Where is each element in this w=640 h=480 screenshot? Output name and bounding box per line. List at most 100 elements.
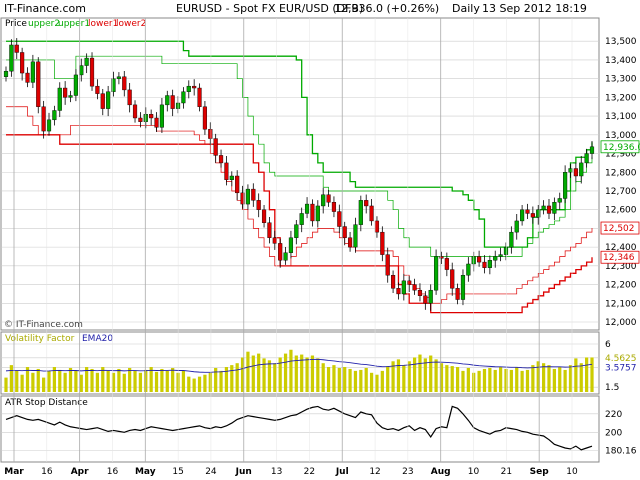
candle-body (563, 172, 568, 199)
volatility-bar (579, 363, 583, 392)
candle-body (159, 104, 164, 128)
volatility-bar (316, 358, 320, 392)
candle-body (364, 200, 369, 207)
last-price-label: 12,936.0 (+0.26%) (334, 2, 439, 15)
volatility-bar (294, 355, 298, 392)
volatility-bar (536, 361, 540, 392)
atr-grid (1, 413, 599, 451)
legend-ema20: EMA20 (82, 334, 113, 344)
volatility-ema (5, 358, 593, 373)
legend-upper1: upper1 (58, 19, 90, 29)
candle-body (391, 275, 396, 289)
candle-body (487, 260, 492, 268)
volatility-bar (321, 363, 325, 392)
volatility-bar (380, 370, 384, 392)
candle-body (466, 263, 471, 276)
volatility-bar (31, 372, 35, 392)
candle-body (407, 280, 412, 285)
candle-body (186, 85, 191, 92)
x-tick-label: Mar (4, 467, 24, 477)
candle-body (546, 205, 552, 214)
volatility-bar (461, 370, 465, 392)
candle-body (514, 220, 519, 233)
volatility-bar (310, 355, 315, 392)
legend-price: Price (5, 19, 27, 29)
candle-body (525, 209, 530, 214)
candle-body (127, 89, 132, 106)
volatility-bar (418, 354, 422, 392)
volatility-bar (542, 363, 546, 392)
candle-body (579, 162, 584, 177)
candle-body (25, 72, 30, 83)
candle-body (149, 114, 154, 119)
volatility-bar (149, 367, 153, 392)
volatility-bar (144, 369, 148, 392)
x-tick-label: 16 (41, 467, 53, 477)
candle-body (278, 243, 283, 261)
candle-body (170, 95, 175, 109)
candle-body (46, 119, 52, 132)
x-tick-label: Apr (71, 467, 89, 477)
volatility-bar (455, 367, 460, 392)
atr-panel-frame (0, 395, 600, 463)
last-value-label: 12,346 (603, 253, 635, 263)
x-tick-label: Jun (235, 467, 252, 477)
volatility-bar (36, 368, 40, 392)
volatility-bar (133, 370, 137, 392)
candle-body (573, 168, 578, 177)
candle-body (267, 222, 272, 238)
volatility-bar (305, 357, 309, 392)
candle-body (181, 91, 186, 104)
candle-body (380, 231, 385, 255)
candle-body (401, 280, 406, 295)
volatility-bar (240, 357, 245, 392)
candle-body (557, 198, 562, 203)
candle-body (20, 52, 25, 74)
legend-lower2: lower2 (116, 19, 146, 29)
volatility-bar (192, 378, 196, 392)
atr-stop-line (5, 405, 593, 451)
volatility-bar (85, 367, 89, 392)
candle-body (30, 61, 35, 83)
volatility-bar (348, 368, 352, 392)
volatility-bar (547, 365, 551, 392)
volatility-bar (68, 368, 73, 392)
candle-body (261, 209, 267, 223)
price-tick-label: 12,200 (605, 281, 637, 291)
candle-body (353, 224, 358, 248)
atr-line (5, 405, 593, 451)
lower1-line (6, 106, 593, 304)
candle-body (9, 44, 14, 72)
price-tick-label: 12,700 (605, 187, 637, 197)
candle-body (235, 175, 240, 194)
price-tick-label: 12,300 (605, 262, 637, 272)
candle-body (256, 200, 261, 210)
candle-body (299, 213, 304, 225)
volatility-bar (585, 357, 589, 392)
candle-body (536, 209, 541, 218)
price-tick-label: 13,300 (605, 75, 637, 85)
volatility-bar (122, 373, 126, 392)
volatility-bar (42, 377, 46, 392)
candle-body (192, 85, 197, 89)
legend-volatility-factor: Volatility Factor (5, 334, 75, 344)
volatility-bar (128, 368, 132, 392)
candle-body (423, 295, 428, 304)
volatility-bar (52, 367, 56, 392)
upper2-line (6, 40, 593, 248)
candle-body (331, 202, 337, 212)
volatility-bar (515, 367, 519, 392)
candle-body (41, 106, 46, 132)
candle-body (439, 256, 444, 259)
symbol-label: EURUSD - Spot FX EUR/USD (DFB) (176, 2, 363, 15)
candle-body (584, 153, 589, 164)
volatility-bar (58, 369, 62, 392)
candle-body (342, 226, 347, 238)
candle-body (455, 288, 460, 300)
x-tick-label: 10 (468, 467, 480, 477)
volatility-bar (498, 367, 503, 392)
volatility-bar (439, 363, 444, 392)
x-tick-label: 16 (107, 467, 119, 477)
